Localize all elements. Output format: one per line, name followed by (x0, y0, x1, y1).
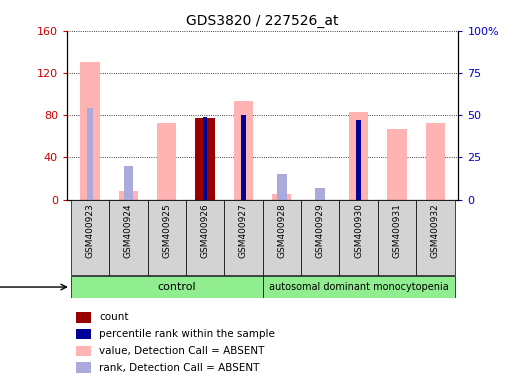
Text: GSM400926: GSM400926 (200, 204, 210, 258)
Text: rank, Detection Call = ABSENT: rank, Detection Call = ABSENT (99, 363, 260, 373)
Bar (76, 312, 91, 323)
Text: GSM400931: GSM400931 (392, 204, 402, 258)
Bar (196, 118, 215, 200)
Text: GSM400925: GSM400925 (162, 204, 171, 258)
Text: GSM400932: GSM400932 (431, 204, 440, 258)
Bar (87, 108, 93, 200)
Bar (349, 112, 368, 200)
Bar (301, 200, 339, 275)
Text: GSM400930: GSM400930 (354, 204, 363, 258)
Bar (157, 122, 176, 200)
Text: GSM400924: GSM400924 (124, 204, 133, 258)
Bar (71, 200, 109, 275)
Text: autosomal dominant monocytopenia: autosomal dominant monocytopenia (269, 282, 449, 292)
Bar (277, 174, 287, 200)
Bar (416, 200, 455, 275)
Bar (119, 191, 138, 200)
Bar (224, 200, 263, 275)
Bar (272, 194, 291, 200)
Text: control: control (157, 282, 196, 292)
Bar (76, 329, 91, 339)
Bar (356, 120, 361, 200)
Bar (109, 200, 147, 275)
Title: GDS3820 / 227526_at: GDS3820 / 227526_at (186, 14, 339, 28)
Bar (186, 200, 224, 275)
Text: GSM400929: GSM400929 (316, 204, 325, 258)
Bar (124, 166, 133, 200)
Text: count: count (99, 312, 129, 322)
Bar (241, 115, 246, 200)
Bar (426, 122, 445, 200)
Bar (234, 101, 253, 200)
Bar (339, 200, 378, 275)
Bar (80, 63, 99, 200)
Bar (76, 362, 91, 373)
Bar (315, 188, 325, 200)
Bar (263, 200, 301, 275)
Bar (387, 129, 406, 200)
Bar (378, 200, 416, 275)
Text: GSM400928: GSM400928 (278, 204, 286, 258)
Bar (76, 346, 91, 356)
Bar (147, 200, 186, 275)
Bar (263, 276, 455, 298)
Text: GSM400923: GSM400923 (85, 204, 94, 258)
Text: GSM400927: GSM400927 (239, 204, 248, 258)
Bar (203, 117, 208, 200)
Text: percentile rank within the sample: percentile rank within the sample (99, 329, 276, 339)
Bar (71, 276, 263, 298)
Text: value, Detection Call = ABSENT: value, Detection Call = ABSENT (99, 346, 265, 356)
